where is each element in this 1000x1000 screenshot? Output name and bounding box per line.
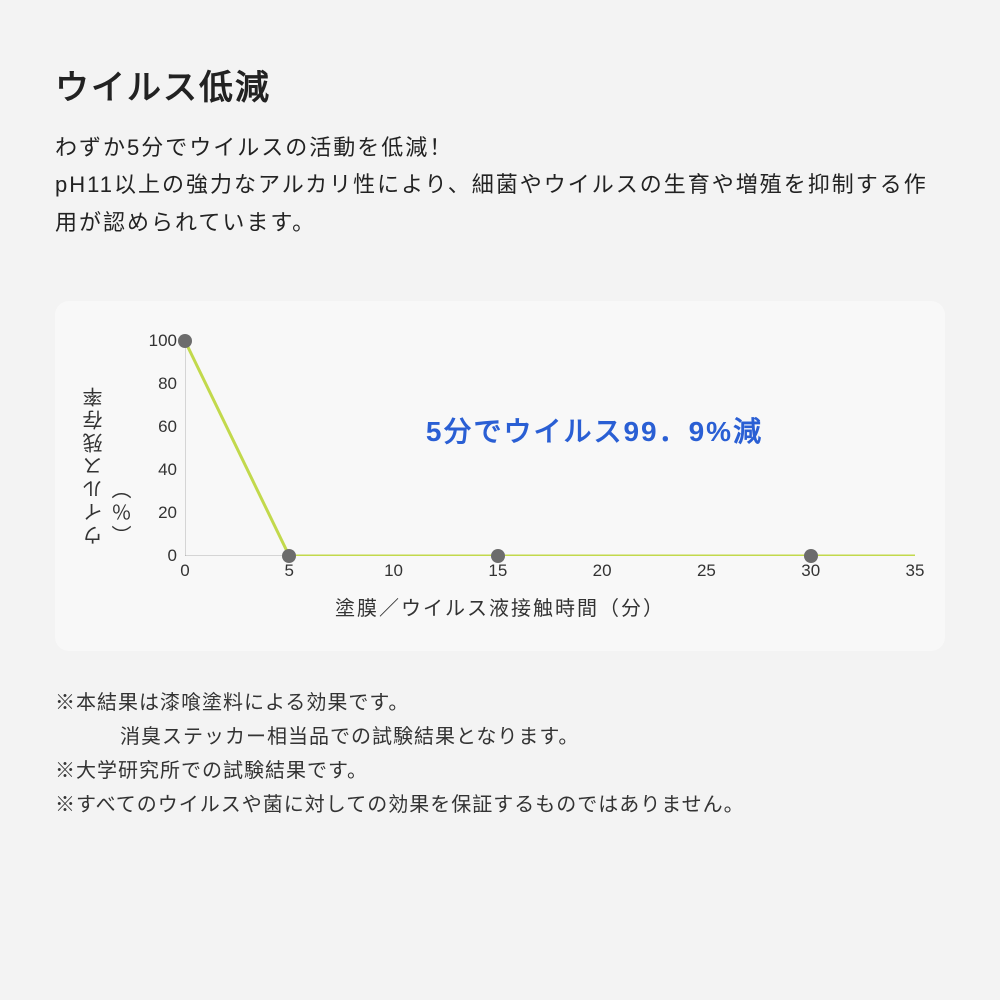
footnote-3: ※大学研究所での試験結果です。 [55, 754, 945, 788]
y-axis-label: ウイルス残存率（％） [80, 383, 138, 545]
x-tick: 30 [801, 561, 820, 581]
x-tick: 25 [697, 561, 716, 581]
footnote-4: ※すべてのウイルスや菌に対しての効果を保証するものではありません。 [55, 788, 945, 822]
footnote-2: 消臭ステッカー相当品での試験結果となります。 [55, 720, 945, 754]
description-line-2: pH11以上の強力なアルカリ性により、細菌やウイルスの生育や増殖を抑制する作用が… [55, 172, 928, 234]
footnotes: ※本結果は漆喰塗料による効果です。 消臭ステッカー相当品での試験結果となります。… [55, 686, 945, 822]
x-tick: 0 [180, 561, 189, 581]
y-tick: 60 [158, 417, 177, 437]
description-line-1: わずか5分でウイルスの活動を低減！ [55, 135, 453, 160]
x-axis-label: 塗膜／ウイルス液接触時間（分） [335, 592, 665, 621]
data-marker [804, 549, 818, 563]
y-tick: 20 [158, 503, 177, 523]
y-tick: 0 [168, 546, 177, 566]
footnote-1: ※本結果は漆喰塗料による効果です。 [55, 686, 945, 720]
data-marker [491, 549, 505, 563]
x-tick: 10 [384, 561, 403, 581]
x-tick: 15 [488, 561, 507, 581]
y-tick: 100 [149, 331, 177, 351]
plot-area: 020406080100 05101520253035 5分でウイルス99．9%… [185, 341, 915, 556]
virus-reduction-chart: ウイルス残存率（％） 020406080100 05101520253035 5… [55, 301, 945, 651]
chart-annotation: 5分でウイルス99．9%減 [426, 410, 763, 450]
x-tick: 5 [285, 561, 294, 581]
y-tick: 80 [158, 374, 177, 394]
description: わずか5分でウイルスの活動を低減！ pH11以上の強力なアルカリ性により、細菌や… [55, 129, 945, 241]
x-tick: 20 [593, 561, 612, 581]
page-heading: ウイルス低減 [55, 60, 945, 109]
x-tick: 35 [906, 561, 925, 581]
y-tick: 40 [158, 460, 177, 480]
